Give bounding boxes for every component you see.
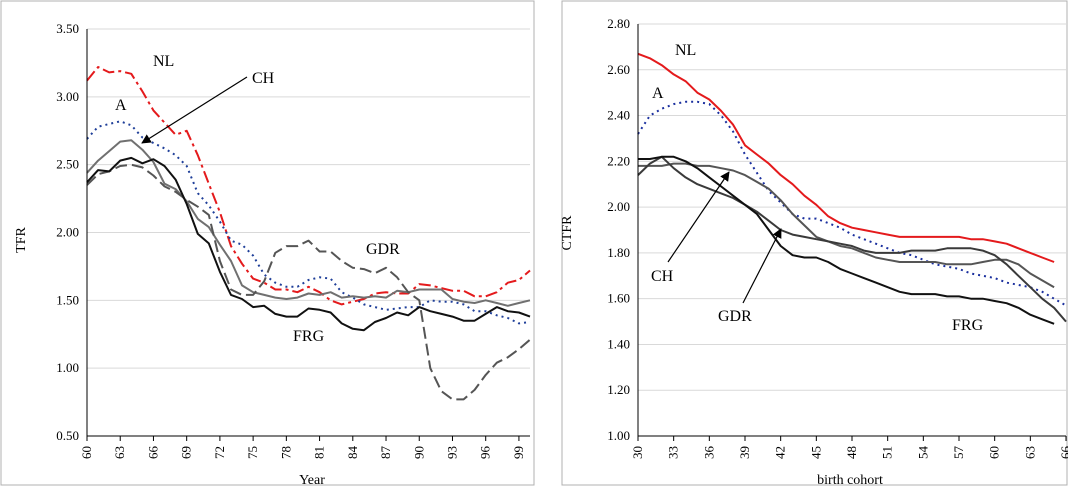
tfr-x-tick-label: 78 [278,446,293,459]
tfr-annotations: NL CH A GDR FRG [115,53,400,345]
ctfr-gdr-arrow [742,228,782,304]
ctfr-x-axis-label: birth cohort [817,473,883,488]
ctfr-y-tick-label: 1.60 [607,291,630,306]
ctfr-y-tick-label: 1.80 [607,245,630,260]
tfr-gridlines [87,28,530,437]
ctfr-x-tick-label: 33 [666,446,681,459]
tfr-y-tick-label: 1.00 [56,360,79,375]
tfr-x-tick-label: 63 [112,446,127,459]
tfr-y-tick-label: 3.50 [56,21,79,36]
ctfr-y-tick-label: 1.00 [607,428,630,443]
ctfr-y-tick-label: 2.20 [607,153,630,168]
tfr-x-tick-label: 66 [145,446,160,460]
tfr-series-a [86,120,531,325]
tfr-series-gdr [86,163,531,401]
tfr-chart: 0.50 1.00 1.50 2.00 2.50 3.00 3.50 60 63 66 69 72 75… [0,0,535,488]
ctfr-axes: 1.00 1.20 1.40 1.60 1.80 2.00 2.20 2.40 2.60 2.80… [607,16,1068,459]
tfr-x-tick-label: 69 [179,446,194,459]
ctfr-x-tick-label: 39 [737,446,752,459]
ctfr-series-group [637,52,1067,325]
ctfr-x-tick-label: 57 [951,446,966,460]
tfr-series-ch [86,139,531,307]
tfr-x-tick-label: 84 [345,446,360,460]
ctfr-x-tick-label: 63 [1022,446,1037,459]
tfr-series-frg [86,156,531,332]
ctfr-x-tick-label: 54 [915,446,930,460]
ctfr-x-tick-label: 60 [987,446,1002,459]
tfr-label-ch: CH [252,70,275,87]
ctfr-series-gdr [637,155,1067,323]
tfr-chart-frame [0,0,535,486]
tfr-x-axis-label: Year [299,473,325,488]
ctfr-y-tick-label: 1.20 [607,382,630,397]
ctfr-label-gdr: GDR [718,308,752,325]
ctfr-y-tick-label: 2.40 [607,108,630,123]
tfr-x-tick-label: 90 [411,446,426,459]
ctfr-y-tick-label: 2.80 [607,16,630,31]
tfr-y-axis-label: TFR [14,227,29,253]
tfr-series-nl [86,66,531,306]
ctfr-gridlines [638,23,1066,437]
ctfr-y-tick-label: 2.60 [607,62,630,77]
ctfr-y-tick-label: 2.00 [607,199,630,214]
ctfr-ch-arrow [667,171,730,263]
ctfr-x-tick-label: 51 [880,446,895,459]
ctfr-x-tick-label: 30 [630,446,645,459]
ctfr-y-tick-label: 1.40 [607,336,630,351]
tfr-y-tick-label: 1.50 [56,292,79,307]
tfr-x-tick-label: 75 [245,446,260,459]
tfr-x-tick-label: 60 [79,446,94,459]
tfr-y-tick-label: 2.50 [56,157,79,172]
tfr-label-a: A [115,97,127,114]
tfr-x-tick-label: 99 [511,446,526,459]
ctfr-series-frg [638,155,1055,325]
ctfr-chart-frame [561,0,1068,486]
ctfr-label-a: A [652,85,664,102]
ctfr-series-a [637,100,1067,307]
tfr-y-tick-label: 2.00 [56,225,79,240]
tfr-x-tick-label: 93 [444,446,459,459]
ctfr-series-nl [637,52,1055,263]
tfr-ch-arrow [141,76,248,144]
tfr-axes: 0.50 1.00 1.50 2.00 2.50 3.00 3.50 60 63 66 69 72 75… [56,21,530,459]
ctfr-x-tick-label: 42 [773,446,788,459]
tfr-series-group [86,66,531,401]
tfr-x-tick-label: 72 [212,446,227,459]
ctfr-x-tick-label: 45 [808,446,823,459]
ctfr-label-nl: NL [675,42,696,59]
tfr-label-nl: NL [153,53,174,70]
ctfr-chart: 1.00 1.20 1.40 1.60 1.80 2.00 2.20 2.40 2.60 2.80… [560,0,1068,488]
ctfr-annotations: NL A CH GDR FRG [651,42,984,334]
tfr-x-tick-label: 96 [478,446,493,460]
ctfr-x-tick-label: 66 [1058,446,1068,460]
ctfr-x-tick-label: 48 [844,446,859,459]
ctfr-label-ch: CH [651,268,674,285]
ctfr-y-axis-label: CTFR [560,215,575,251]
tfr-x-tick-label: 81 [312,446,327,459]
tfr-label-frg: FRG [293,328,325,345]
tfr-x-tick-label: 87 [378,446,393,460]
ctfr-x-tick-label: 36 [701,446,716,460]
tfr-y-tick-label: 3.00 [56,89,79,104]
ctfr-label-frg: FRG [952,317,984,334]
ctfr-series-ch [638,162,1055,289]
tfr-y-tick-label: 0.50 [56,428,79,443]
tfr-label-gdr: GDR [366,241,400,258]
